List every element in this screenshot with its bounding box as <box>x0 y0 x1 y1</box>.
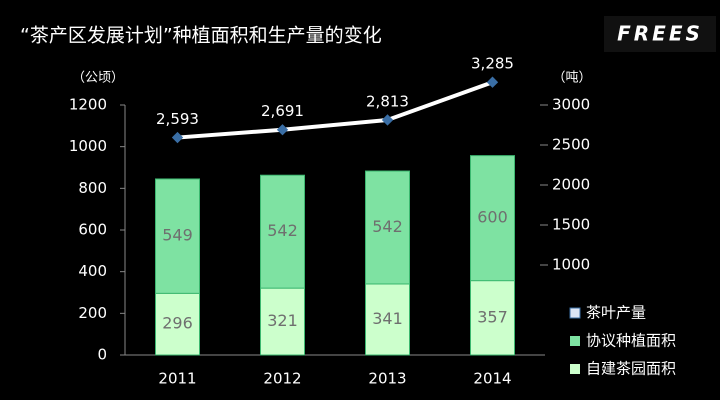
bar-value-label: 321 <box>267 311 298 330</box>
legend-swatch <box>570 364 580 374</box>
legend-label: 茶叶产量 <box>586 304 646 322</box>
bar-value-label: 600 <box>477 208 508 227</box>
y-tick-label: 0 <box>97 346 107 364</box>
bar-value-label: 549 <box>162 226 193 245</box>
bar-segment <box>260 287 305 356</box>
bar-value-label: 341 <box>372 309 403 328</box>
y-tick-label: 600 <box>78 221 107 239</box>
y2-tick-label: 2500 <box>552 136 590 154</box>
line-value-label: 2,691 <box>261 102 304 120</box>
y2-tick-label: 1500 <box>552 216 590 234</box>
legend-label: 协议种植面积 <box>586 332 676 350</box>
legend-swatch <box>570 336 580 346</box>
y-tick-label: 1200 <box>69 96 107 114</box>
line-marker <box>276 124 289 136</box>
y-tick-label: 400 <box>78 262 107 280</box>
y2-tick-label: 1000 <box>552 256 590 274</box>
x-tick-label: 2013 <box>368 370 406 388</box>
line-marker <box>171 131 184 144</box>
logo-box <box>604 16 716 52</box>
line-value-label: 3,285 <box>471 55 514 73</box>
y-axis-label: （公顷） <box>72 71 124 86</box>
bar-segment <box>365 170 410 285</box>
x-tick-label: 2012 <box>263 370 301 388</box>
x-tick-label: 2014 <box>473 370 511 388</box>
bar-value-label: 542 <box>372 217 403 236</box>
line-marker <box>486 76 499 88</box>
bar-segment <box>155 292 200 356</box>
chart-title: “茶产区发展计划”种植面积和生产量的变化 <box>20 25 382 47</box>
bar-value-label: 357 <box>477 307 508 326</box>
y2-tick-label: 2000 <box>552 176 590 194</box>
legend-label: 自建茶园面积 <box>586 360 676 378</box>
y2-axis-label: （吨） <box>552 71 591 86</box>
bar-value-label: 542 <box>267 221 298 240</box>
x-tick-label: 2011 <box>158 370 196 388</box>
bar-segment <box>365 283 410 356</box>
y-tick-label: 200 <box>78 304 107 322</box>
bar-segment <box>155 178 200 294</box>
line-value-label: 2,593 <box>156 110 199 128</box>
y2-tick-label: 3000 <box>552 96 590 114</box>
line-series <box>177 80 494 140</box>
legend-swatch <box>569 307 581 319</box>
y-tick-label: 1000 <box>69 137 107 155</box>
logo: FREES <box>617 22 703 46</box>
bar-segment <box>260 174 305 289</box>
bar-value-label: 296 <box>162 314 193 333</box>
bar-segment <box>470 155 515 282</box>
y-tick-label: 800 <box>78 179 107 197</box>
line-value-label: 2,813 <box>366 92 409 110</box>
line-marker <box>381 114 394 126</box>
